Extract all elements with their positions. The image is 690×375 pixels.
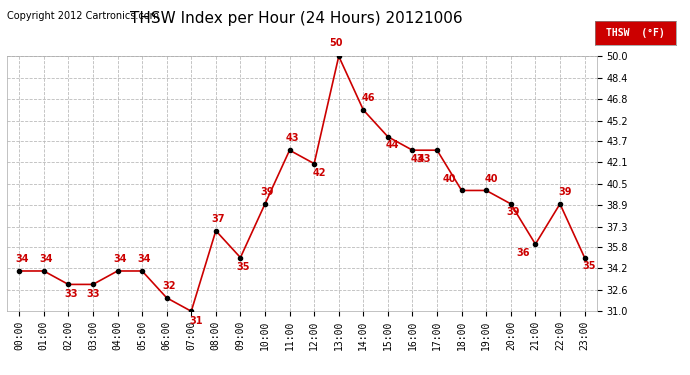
Text: 43: 43 (411, 154, 424, 164)
Text: 42: 42 (313, 168, 326, 178)
Text: 40: 40 (484, 174, 498, 184)
Text: 31: 31 (190, 316, 203, 326)
Text: 39: 39 (558, 187, 571, 197)
Text: 35: 35 (583, 261, 596, 271)
Text: 46: 46 (362, 93, 375, 103)
Text: THSW  (°F): THSW (°F) (606, 28, 665, 38)
Text: THSW Index per Hour (24 Hours) 20121006: THSW Index per Hour (24 Hours) 20121006 (130, 11, 463, 26)
Text: 39: 39 (261, 187, 274, 197)
Text: 33: 33 (64, 289, 77, 299)
Text: 35: 35 (236, 262, 250, 272)
Text: 32: 32 (162, 281, 176, 291)
Text: 34: 34 (113, 254, 127, 264)
Text: 34: 34 (138, 254, 151, 264)
Text: 37: 37 (212, 214, 225, 224)
Text: 34: 34 (15, 254, 28, 264)
Text: 50: 50 (330, 38, 343, 48)
Text: 34: 34 (39, 254, 53, 264)
Text: 36: 36 (516, 248, 530, 258)
Text: 44: 44 (386, 140, 400, 150)
Text: 39: 39 (506, 207, 520, 217)
Text: 33: 33 (86, 289, 99, 299)
Text: 43: 43 (285, 134, 299, 144)
Text: Copyright 2012 Cartronics.com: Copyright 2012 Cartronics.com (7, 11, 159, 21)
Text: 43: 43 (418, 154, 431, 164)
Text: 40: 40 (442, 174, 456, 184)
